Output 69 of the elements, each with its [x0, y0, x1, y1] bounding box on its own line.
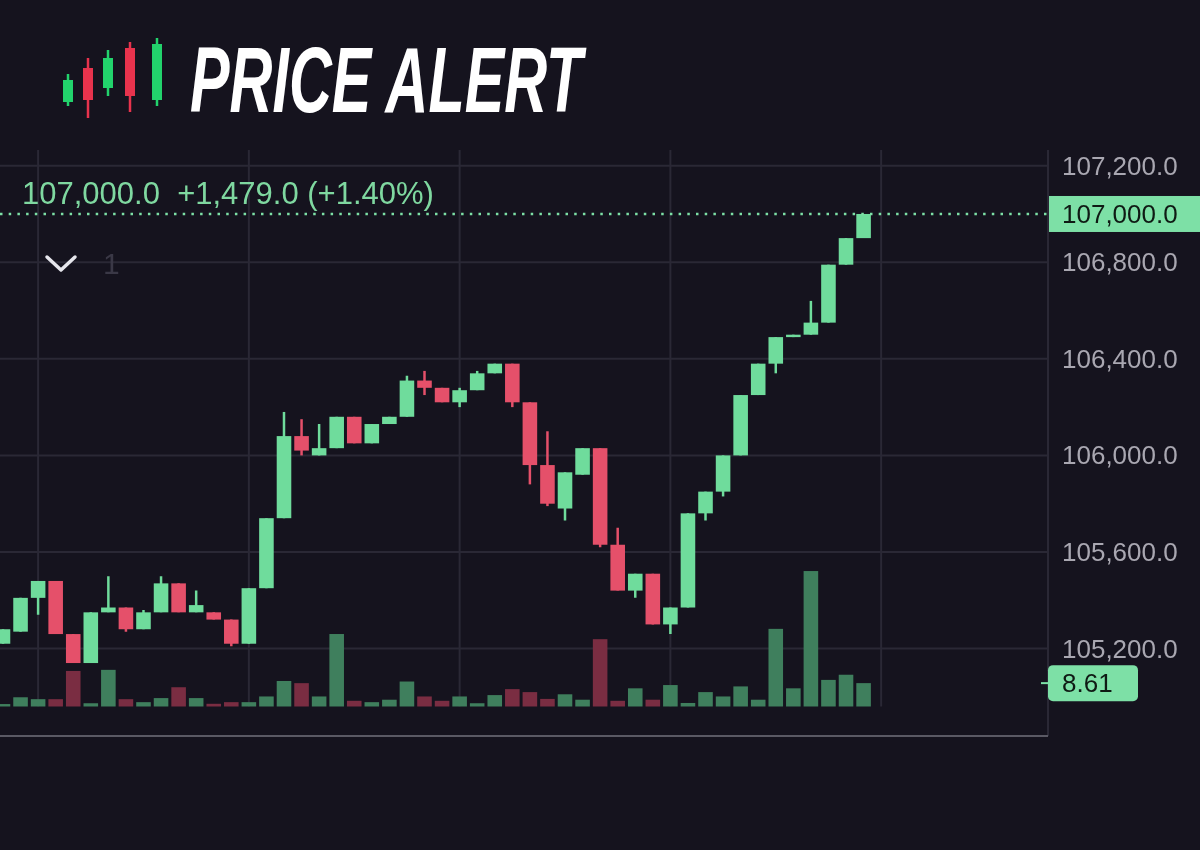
- bar: [30, 699, 46, 707]
- bar: [487, 695, 503, 707]
- bar: [294, 683, 309, 707]
- bar: [592, 639, 608, 707]
- bar: [13, 697, 28, 707]
- bar: [452, 696, 467, 707]
- y-tick-label: 105,600.0: [1062, 536, 1178, 567]
- bar: [680, 702, 696, 707]
- bar: [83, 703, 99, 707]
- bar: [241, 702, 257, 707]
- bar: [856, 683, 871, 707]
- y-tick-label: 107,200.0: [1062, 150, 1178, 181]
- bar: [118, 699, 134, 707]
- bar: [838, 674, 854, 707]
- bar: [417, 696, 432, 707]
- y2-tick-label: 8.61: [1062, 668, 1113, 699]
- bar: [153, 698, 169, 707]
- bar: [803, 571, 819, 707]
- bar: [329, 634, 344, 707]
- candlestick: [118, 606, 134, 633]
- bar: [522, 692, 538, 707]
- bar: [224, 702, 239, 707]
- bar: [610, 700, 625, 707]
- ref-line-label: 107,000.0: [1062, 198, 1178, 229]
- bar: [733, 686, 748, 707]
- y-tick-label: 106,000.0: [1062, 440, 1178, 471]
- bar: [505, 689, 520, 707]
- bar: [575, 699, 590, 707]
- bar: [171, 687, 186, 707]
- bar: [65, 670, 81, 707]
- bar: [645, 699, 661, 707]
- bar: [259, 696, 274, 707]
- bar: [434, 700, 450, 707]
- bar: [469, 703, 485, 707]
- bar: [786, 688, 801, 707]
- candlestick: [294, 417, 309, 457]
- candlestick: [803, 299, 819, 336]
- y-tick-label: 105,200.0: [1062, 633, 1178, 664]
- bar: [663, 685, 678, 707]
- bar: [206, 703, 222, 707]
- bar: [750, 699, 766, 707]
- bar: [48, 699, 63, 707]
- bar: [188, 698, 204, 707]
- candlestick: [311, 422, 327, 457]
- bar: [557, 694, 573, 707]
- bar: [101, 669, 116, 707]
- bar: [399, 681, 415, 707]
- bar: [311, 696, 327, 707]
- bar: [821, 679, 836, 707]
- bar: [364, 702, 380, 707]
- bar: [136, 702, 151, 707]
- bar: [627, 688, 643, 707]
- candlestick: [417, 369, 432, 397]
- candlestick: [627, 572, 643, 600]
- annotation: 107,000.0 +1,479.0 (+1.40%): [22, 175, 434, 211]
- bar: [346, 700, 362, 707]
- y-tick-label: 106,400.0: [1062, 343, 1178, 374]
- chart-title: PRICE ALERT: [190, 28, 587, 132]
- bar: [540, 698, 555, 707]
- candlestick: [30, 579, 46, 617]
- bar: [768, 628, 784, 707]
- candlestick: [698, 490, 713, 522]
- bar: [715, 696, 731, 707]
- candlestick: [452, 386, 467, 409]
- bar: [276, 680, 292, 707]
- candlestick: [663, 606, 678, 636]
- bar: [382, 699, 397, 707]
- y-tick-label: 106,800.0: [1062, 247, 1178, 278]
- bar: [698, 692, 713, 707]
